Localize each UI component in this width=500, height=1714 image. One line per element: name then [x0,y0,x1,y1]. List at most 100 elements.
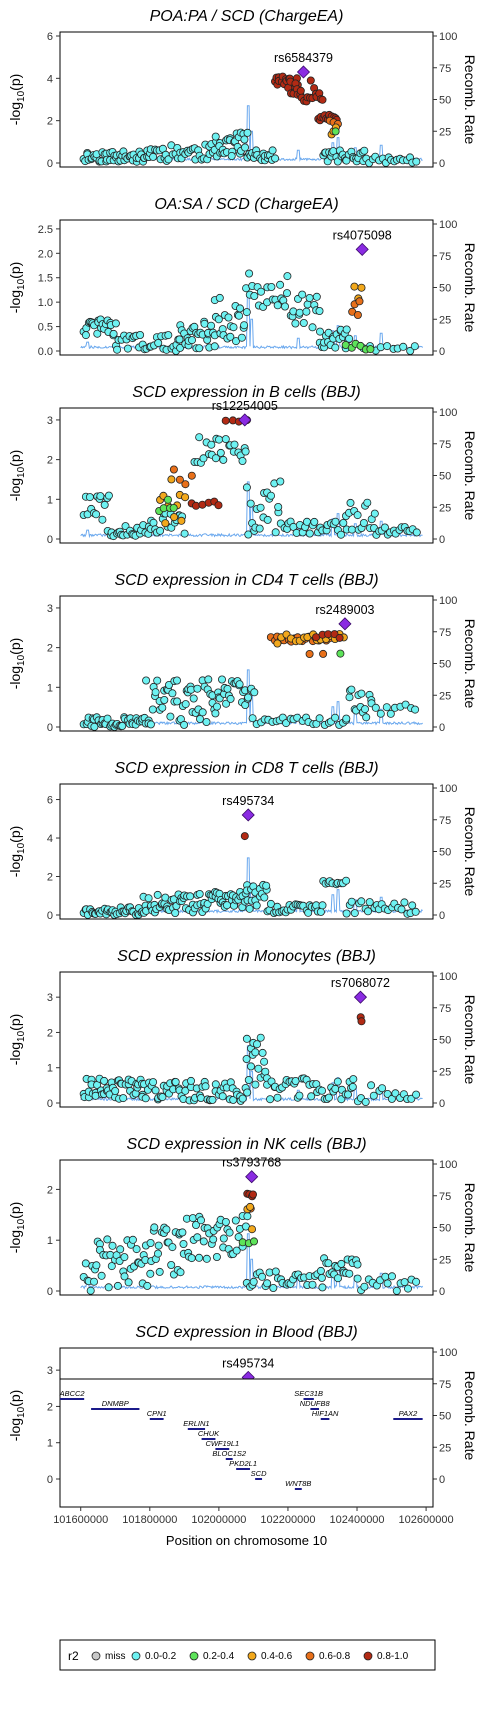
snp-point [175,475,184,484]
recomb-tick-label: 25 [439,126,451,138]
snp-point [195,433,204,442]
y-tick-label: 0 [47,158,53,170]
snp-point [263,1279,272,1288]
snp-point [310,517,319,526]
recomb-axis-label: Recomb. Rate [462,243,478,333]
snp-point [175,335,184,344]
y-tick-label: 1 [47,1235,53,1247]
snp-point [249,1237,258,1246]
snp-point [250,291,259,300]
snp-point [367,1081,376,1090]
y-tick-label: 0 [47,910,53,922]
snp-point [104,491,113,500]
snp-point [251,1048,260,1057]
y-axis-label: -log10(p) [7,638,27,690]
y-axis-label-rest: (p) [7,1390,23,1407]
snp-point [124,1278,133,1287]
panel-2: SCD expression in B cells (BBJ) 0 1 2 3 0 25 50… [7,384,478,546]
snp-point [387,1094,396,1103]
snp-point [369,1091,378,1100]
y-tick-label: 0.5 [38,322,53,334]
snp-point [216,448,225,457]
snp-point [267,282,276,291]
recomb-tick-label: 25 [439,1066,451,1078]
snp-point [90,1277,99,1286]
snp-point [235,304,244,313]
snp-point [350,282,359,291]
snp-point [92,1261,101,1270]
snp-point [276,280,285,289]
gene-label: ABCC2 [59,1389,86,1398]
snp-point [365,898,374,907]
panels-group: POA:PA / SCD (ChargeEA)02460255075100-lo… [7,8,478,1486]
snp-point [247,1225,256,1234]
snp-point [223,684,232,693]
snp-point [211,709,220,718]
legend-label: miss [105,1651,126,1662]
lead-snp-label: rs7068072 [331,976,390,990]
snp-point [146,1239,155,1248]
snp-point [360,705,369,714]
snp-point [261,1067,270,1076]
snp-point [410,342,419,351]
snp-point [342,876,351,885]
snp-point [120,1253,129,1262]
recomb-tick-label: 0 [439,1098,445,1110]
recomb-tick-label: 100 [439,783,457,795]
snp-point [168,689,177,698]
snp-point [123,344,132,353]
snp-point [156,526,165,535]
lead-snp-marker [238,413,252,427]
legend: r2 miss 0.0-0.2 0.2-0.4 0.4-0.6 0.6-0.8 0.8-1.… [59,1639,436,1671]
recomb-axis-label: Recomb. Rate [462,55,478,145]
snp-point [166,712,175,721]
snp-point [296,86,305,95]
y-axis-label-rest: (p) [7,1014,23,1031]
legend-swatch [91,1651,101,1661]
snp-point [107,1262,116,1271]
snp-point [295,308,304,317]
snp-point [187,1254,196,1263]
snp-point [245,269,254,278]
snp-point [188,1214,197,1223]
snp-point [171,909,180,918]
snp-point [217,675,226,684]
recomb-tick-label: 75 [439,627,451,639]
legend-label: 0.6-0.8 [319,1651,351,1662]
y-tick-label: 3 [47,415,53,427]
snp-point [177,516,186,525]
snp-point [164,331,173,340]
lead-snp-marker [241,808,255,822]
y-tick-label: 2 [47,872,53,884]
snp-point [180,529,189,538]
snp-point [186,892,195,901]
snp-point [221,416,230,425]
y-tick-label: 1 [47,1438,53,1450]
recomb-tick-label: 100 [439,971,457,983]
y-tick-label: 0.0 [38,346,53,358]
snp-point [241,447,250,456]
gene-track-frame [59,1378,434,1508]
snp-point [256,1033,265,1042]
snp-point [318,95,327,104]
panel-title: SCD expression in NK cells (BBJ) [126,1136,366,1153]
snp-point [158,1093,167,1102]
snp-point [331,517,340,526]
snp-point [227,151,236,160]
recomb-tick-label: 50 [439,1223,451,1235]
snp-point [172,676,181,685]
snp-point [212,702,221,711]
gene-label: PKD2L1 [229,1459,257,1468]
snp-point [93,329,102,338]
recomb-tick-label: 75 [439,251,451,263]
snp-point [302,307,311,316]
snp-point [148,705,157,714]
snp-point [199,454,208,463]
snp-point [305,650,314,659]
snp-point [221,435,230,444]
gene-label: CHUK [198,1429,220,1438]
snp-point [164,681,173,690]
snp-point [149,1078,158,1087]
snp-point [211,454,220,463]
snp-point [155,1267,164,1276]
